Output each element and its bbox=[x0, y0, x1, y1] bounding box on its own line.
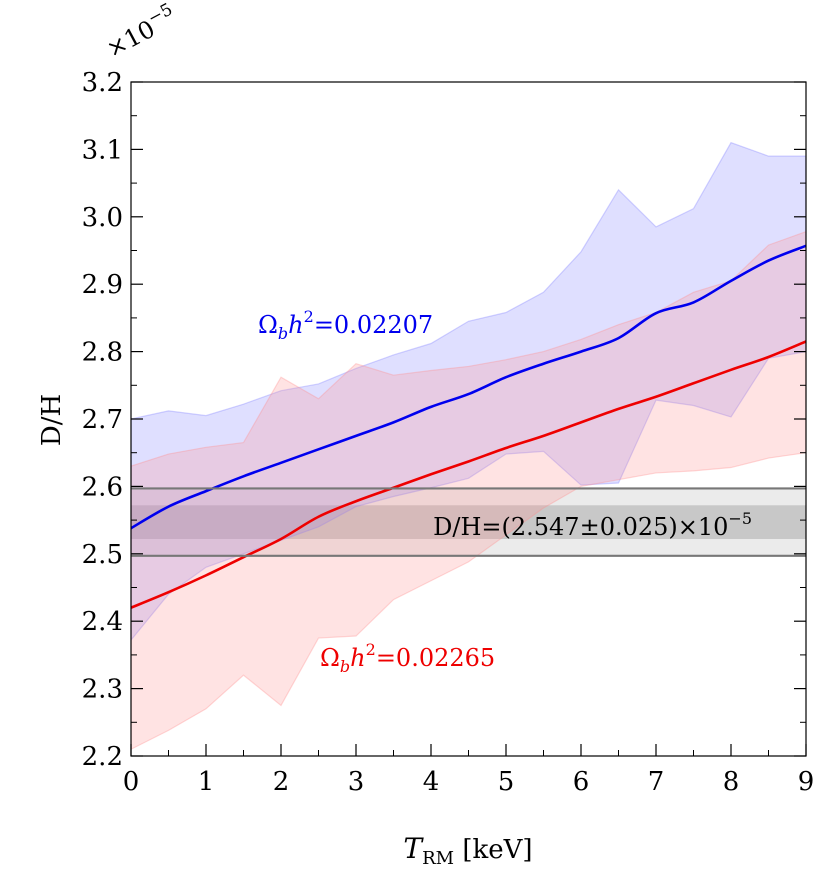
reference-band-label: D/H=(2.547±0.025)×10−5 bbox=[433, 509, 752, 541]
x-tick-label-6: 6 bbox=[573, 767, 590, 797]
x-tick-label-1: 1 bbox=[198, 767, 215, 797]
x-axis-label-symbol: T bbox=[403, 832, 424, 865]
y-tick-label-2.5: 2.5 bbox=[82, 540, 123, 570]
y-tick-label-2.6: 2.6 bbox=[82, 472, 123, 502]
x-tick-label-9: 9 bbox=[798, 767, 815, 797]
x-tick-label-5: 5 bbox=[498, 767, 515, 797]
series-1-uncertainty-band bbox=[131, 230, 806, 750]
uncertainty-bands-layer bbox=[131, 141, 806, 750]
y-tick-label-2.9: 2.9 bbox=[82, 270, 123, 300]
x-tick-label-2: 2 bbox=[273, 767, 290, 797]
series-label-blue: Ωbh2=0.02207 bbox=[258, 307, 433, 343]
y-tick-label-2.4: 2.4 bbox=[82, 607, 123, 637]
reference-band-layer bbox=[131, 488, 806, 556]
x-axis-label-unit: [keV] bbox=[454, 835, 532, 865]
x-axis-label: TRM [keV] bbox=[403, 832, 532, 869]
x-tick-label-3: 3 bbox=[348, 767, 365, 797]
x-tick-label-7: 7 bbox=[648, 767, 665, 797]
x-axis-label-subscript: RM bbox=[422, 848, 454, 869]
y-tick-label-2.2: 2.2 bbox=[82, 742, 123, 772]
x-tick-label-4: 4 bbox=[423, 767, 440, 797]
y-tick-label-2.7: 2.7 bbox=[82, 405, 123, 435]
series-0-line bbox=[131, 244, 806, 530]
y-multiplier: ×10−5 bbox=[100, 0, 182, 63]
y-tick-label-2.3: 2.3 bbox=[82, 675, 123, 705]
series-lines-layer bbox=[131, 244, 806, 609]
y-axis-label: D/H bbox=[37, 394, 67, 446]
series-label-red: Ωbh2=0.02265 bbox=[320, 640, 495, 676]
x-tick-label-0: 0 bbox=[123, 767, 140, 797]
y-tick-label-3.1: 3.1 bbox=[82, 135, 123, 165]
y-tick-label-2.8: 2.8 bbox=[82, 338, 123, 368]
y-tick-label-3.2: 3.2 bbox=[82, 68, 123, 98]
reference-inner-band bbox=[131, 505, 806, 539]
y-tick-label-3.0: 3.0 bbox=[82, 203, 123, 233]
plot-frame-layer: 0 1 2 3 4 5 6 7 8 9 2.2 2.3 2.4 2.5 2.6 2.7 2.8 2.9 3.0 3.1… bbox=[82, 68, 815, 797]
text-layer: ×10−5 D/H TRM [keV] Ωbh2=0.02207 Ωbh2=0.… bbox=[37, 0, 752, 869]
series-1-line bbox=[131, 340, 806, 609]
x-tick-label-8: 8 bbox=[723, 767, 740, 797]
series-0-uncertainty-band bbox=[131, 141, 806, 642]
svg-text:×10−5: ×10−5 bbox=[100, 0, 182, 63]
